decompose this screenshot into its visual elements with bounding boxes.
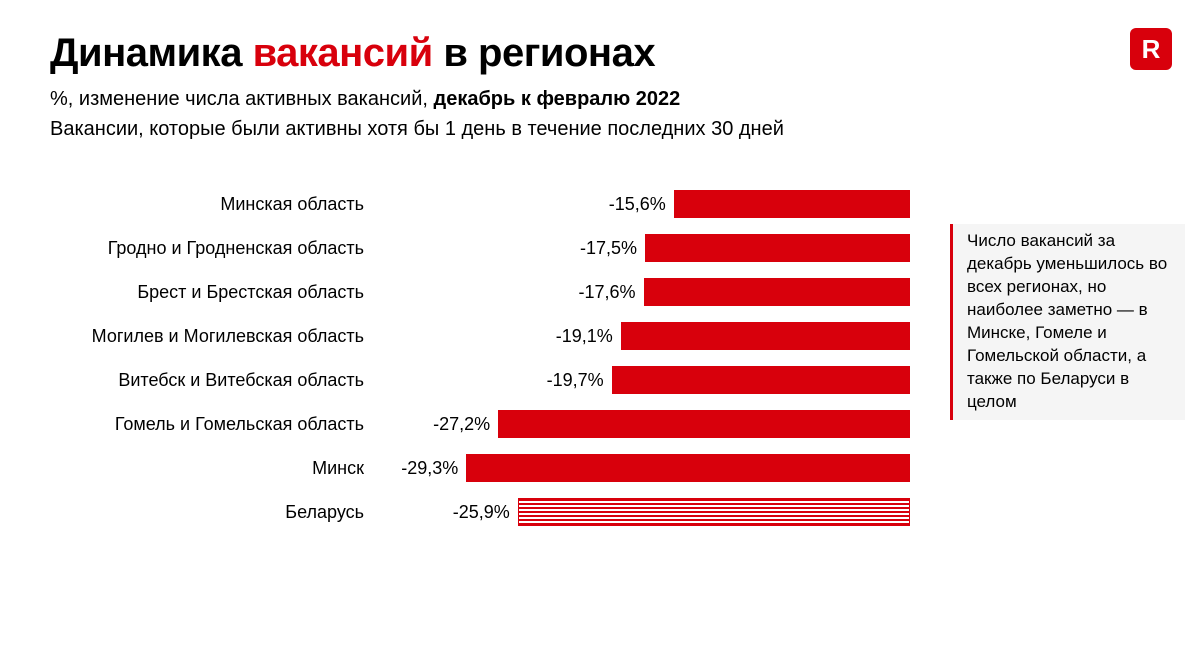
category-label: Беларусь	[50, 502, 380, 523]
callout-box: Число вакансий за декабрь уменьшилось во…	[950, 224, 1185, 420]
subtitle1-prefix: %, изменение числа активных вакансий,	[50, 88, 434, 110]
bar-chart: Минская область -15,6% Гродно и Гродненска…	[50, 182, 910, 534]
value-label: -29,3%	[401, 458, 466, 479]
value-label: -17,5%	[580, 238, 645, 259]
category-label: Брест и Брестская область	[50, 282, 380, 303]
bar	[674, 190, 910, 218]
category-label: Гомель и Гомельская область	[50, 414, 380, 435]
chart-row: Брест и Брестская область -17,6%	[50, 270, 910, 314]
title-part2: в регионах	[433, 31, 655, 75]
bar-zone: -27,2%	[380, 402, 910, 446]
bar-wrap: -25,9%	[453, 498, 910, 526]
bar-wrap: -17,5%	[580, 234, 910, 262]
value-label: -19,1%	[556, 326, 621, 347]
chart-row: Беларусь -25,9%	[50, 490, 910, 534]
category-label: Минск	[50, 458, 380, 479]
bar	[518, 498, 910, 526]
bar-zone: -17,6%	[380, 270, 910, 314]
bar-wrap: -27,2%	[433, 410, 910, 438]
bar-wrap: -15,6%	[609, 190, 910, 218]
brand-logo-letter: R	[1142, 34, 1161, 65]
slide: R Динамика вакансий в регионах %, измене…	[0, 0, 1200, 661]
chart-row: Гродно и Гродненская область -17,5%	[50, 226, 910, 270]
bar-wrap: -29,3%	[401, 454, 910, 482]
value-label: -19,7%	[547, 370, 612, 391]
bar-zone: -29,3%	[380, 446, 910, 490]
value-label: -27,2%	[433, 414, 498, 435]
value-label: -15,6%	[609, 194, 674, 215]
chart-row: Гомель и Гомельская область -27,2%	[50, 402, 910, 446]
chart-row: Минск -29,3%	[50, 446, 910, 490]
category-label: Витебск и Витебская область	[50, 370, 380, 391]
chart-row: Могилев и Могилевская область -19,1%	[50, 314, 910, 358]
title-part1: Динамика	[50, 31, 253, 75]
chart-row: Витебск и Витебская область -19,7%	[50, 358, 910, 402]
bar-zone: -25,9%	[380, 490, 910, 534]
bar-zone: -17,5%	[380, 226, 910, 270]
chart-row: Минская область -15,6%	[50, 182, 910, 226]
category-label: Могилев и Могилевская область	[50, 326, 380, 347]
subtitle1-bold: декабрь к февралю 2022	[434, 88, 681, 110]
category-label: Минская область	[50, 194, 380, 215]
bar-zone: -19,7%	[380, 358, 910, 402]
bar	[466, 454, 910, 482]
bar-wrap: -17,6%	[578, 278, 910, 306]
bar	[498, 410, 910, 438]
bar-zone: -15,6%	[380, 182, 910, 226]
page-title: Динамика вакансий в регионах	[50, 30, 1150, 76]
title-accent: вакансий	[253, 31, 433, 75]
bar	[644, 278, 911, 306]
subtitle-line-2: Вакансии, которые были активны хотя бы 1…	[50, 116, 1150, 142]
bar	[645, 234, 910, 262]
brand-logo: R	[1130, 28, 1172, 70]
bar	[612, 366, 910, 394]
value-label: -25,9%	[453, 502, 518, 523]
bar-wrap: -19,1%	[556, 322, 910, 350]
bar	[621, 322, 910, 350]
bar-zone: -19,1%	[380, 314, 910, 358]
value-label: -17,6%	[578, 282, 643, 303]
bar-wrap: -19,7%	[547, 366, 910, 394]
category-label: Гродно и Гродненская область	[50, 238, 380, 259]
subtitle-line-1: %, изменение числа активных вакансий, де…	[50, 86, 1150, 112]
